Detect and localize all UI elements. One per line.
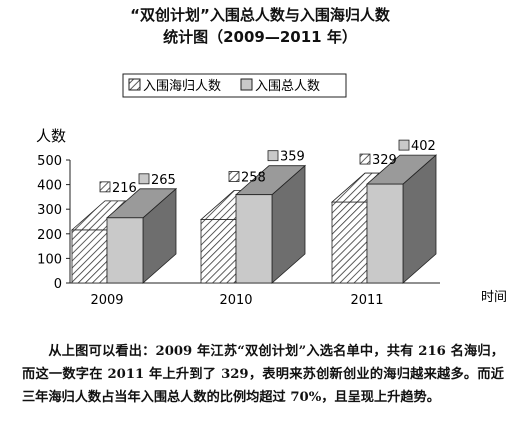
legend: 入围海归人数 入围总人数 — [123, 74, 346, 97]
legend-label-total: 入围总人数 — [255, 79, 320, 94]
bar-total-2009 — [107, 218, 143, 283]
y-tick-label: 100 — [37, 252, 62, 267]
y-tick-label: 500 — [37, 154, 62, 169]
y-tick-label: 200 — [37, 228, 62, 243]
x-tick-label-2009: 2009 — [90, 293, 123, 308]
description-paragraph: 从上图可以看出：2009 年江苏“双创计划”入选名单中，共有 216 名海归，而… — [22, 340, 504, 409]
data-label-total-2009: 265 — [151, 173, 176, 188]
y-tick-label: 300 — [37, 203, 62, 218]
data-label-total-2010: 359 — [280, 150, 305, 165]
x-tick-label-2010: 2010 — [219, 293, 252, 308]
bars: 216 265 258 359 329 402 — [72, 139, 436, 283]
y-ticks: 0 100 200 300 400 500 — [37, 154, 70, 292]
data-label-marker-total — [399, 140, 409, 150]
data-label-returnees-2009: 216 — [112, 181, 137, 196]
x-axis-label: 时间 — [481, 290, 507, 305]
data-label-returnees-2010: 258 — [241, 171, 266, 186]
data-label-marker-returnees — [229, 172, 239, 182]
data-label-marker-returnees — [360, 154, 370, 164]
data-label-marker-returnees — [100, 182, 110, 192]
y-tick-label: 0 — [54, 277, 62, 292]
legend-label-returnees: 入围海归人数 — [143, 79, 221, 94]
y-tick-label: 400 — [37, 179, 62, 194]
bar-total-2010 — [236, 195, 272, 283]
legend-swatch-total — [241, 79, 252, 90]
y-axis-label: 人数 — [36, 127, 66, 145]
x-tick-label-2011: 2011 — [350, 293, 383, 308]
bar-returnees-2009 — [72, 230, 107, 283]
data-label-returnees-2011: 329 — [372, 153, 397, 168]
x-tick-labels: 2009 2010 2011 — [90, 293, 383, 308]
bar-returnees-2010 — [201, 220, 236, 283]
bar-total-2011 — [367, 184, 403, 283]
bar-returnees-2011 — [332, 202, 367, 283]
data-label-total-2011: 402 — [411, 139, 436, 154]
data-label-marker-total — [139, 174, 149, 184]
data-label-marker-total — [268, 151, 278, 161]
legend-swatch-returnees — [129, 79, 140, 90]
